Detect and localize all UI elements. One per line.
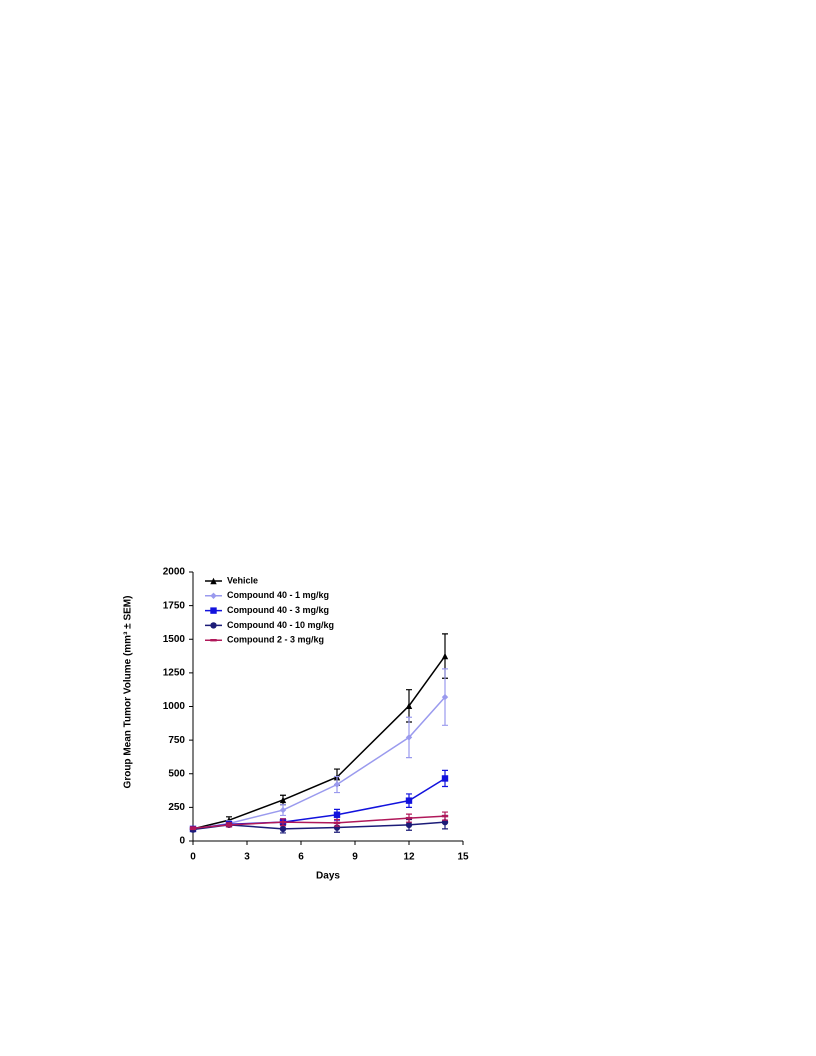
y-tick-label: 0: [179, 836, 185, 847]
marker: [225, 823, 233, 827]
x-tick-label: 9: [352, 852, 358, 863]
marker: [279, 820, 287, 824]
marker: [405, 702, 413, 710]
x-tick-label: 3: [244, 852, 250, 863]
y-tick-label: 1000: [163, 701, 186, 712]
marker: [405, 797, 413, 804]
marker: [279, 796, 287, 804]
legend-marker: [210, 607, 217, 614]
y-tick-label: 500: [168, 768, 185, 779]
marker: [333, 811, 341, 818]
legend-marker: [210, 639, 217, 642]
legend: Vehicle Compound 40 - 1 mg/kg Compound 40 …: [205, 575, 334, 645]
legend-marker: [210, 577, 217, 585]
y-tick-label: 250: [168, 802, 185, 813]
marker: [405, 734, 413, 741]
legend-label: Compound 40 - 10 mg/kg: [227, 620, 334, 630]
x-axis-title: Days: [316, 871, 340, 882]
legend-marker: [210, 592, 217, 599]
y-axis-title: Group Mean Tumor Volume (mm³ ± SEM): [123, 596, 134, 789]
marker: [441, 775, 449, 782]
marker: [279, 825, 287, 833]
legend-marker: [210, 622, 217, 629]
series-line: [192, 655, 446, 830]
series-line: [192, 815, 446, 829]
legend-label: Compound 2 - 3 mg/kg: [227, 635, 324, 645]
x-tick-label: 6: [298, 852, 304, 863]
legend-label: Vehicle: [227, 575, 258, 585]
marker: [333, 781, 341, 788]
x-tick-label: 12: [403, 852, 415, 863]
marker: [279, 806, 287, 814]
y-tick-label: 1250: [163, 668, 186, 679]
y-tick-label: 1500: [163, 634, 186, 645]
marker: [405, 821, 413, 829]
marker: [405, 816, 413, 820]
marker: [189, 827, 197, 830]
legend-label: Compound 40 - 3 mg/kg: [227, 605, 329, 615]
marker: [333, 821, 341, 825]
marker: [441, 814, 449, 818]
legend-label: Compound 40 - 1 mg/kg: [227, 590, 329, 600]
x-tick-label: 15: [457, 852, 469, 863]
y-tick-label: 2000: [163, 567, 186, 578]
x-tick-label: 0: [190, 852, 196, 863]
marker: [441, 652, 449, 660]
y-tick-label: 750: [168, 735, 185, 746]
marker: [441, 693, 449, 701]
y-tick-label: 1750: [163, 600, 186, 611]
